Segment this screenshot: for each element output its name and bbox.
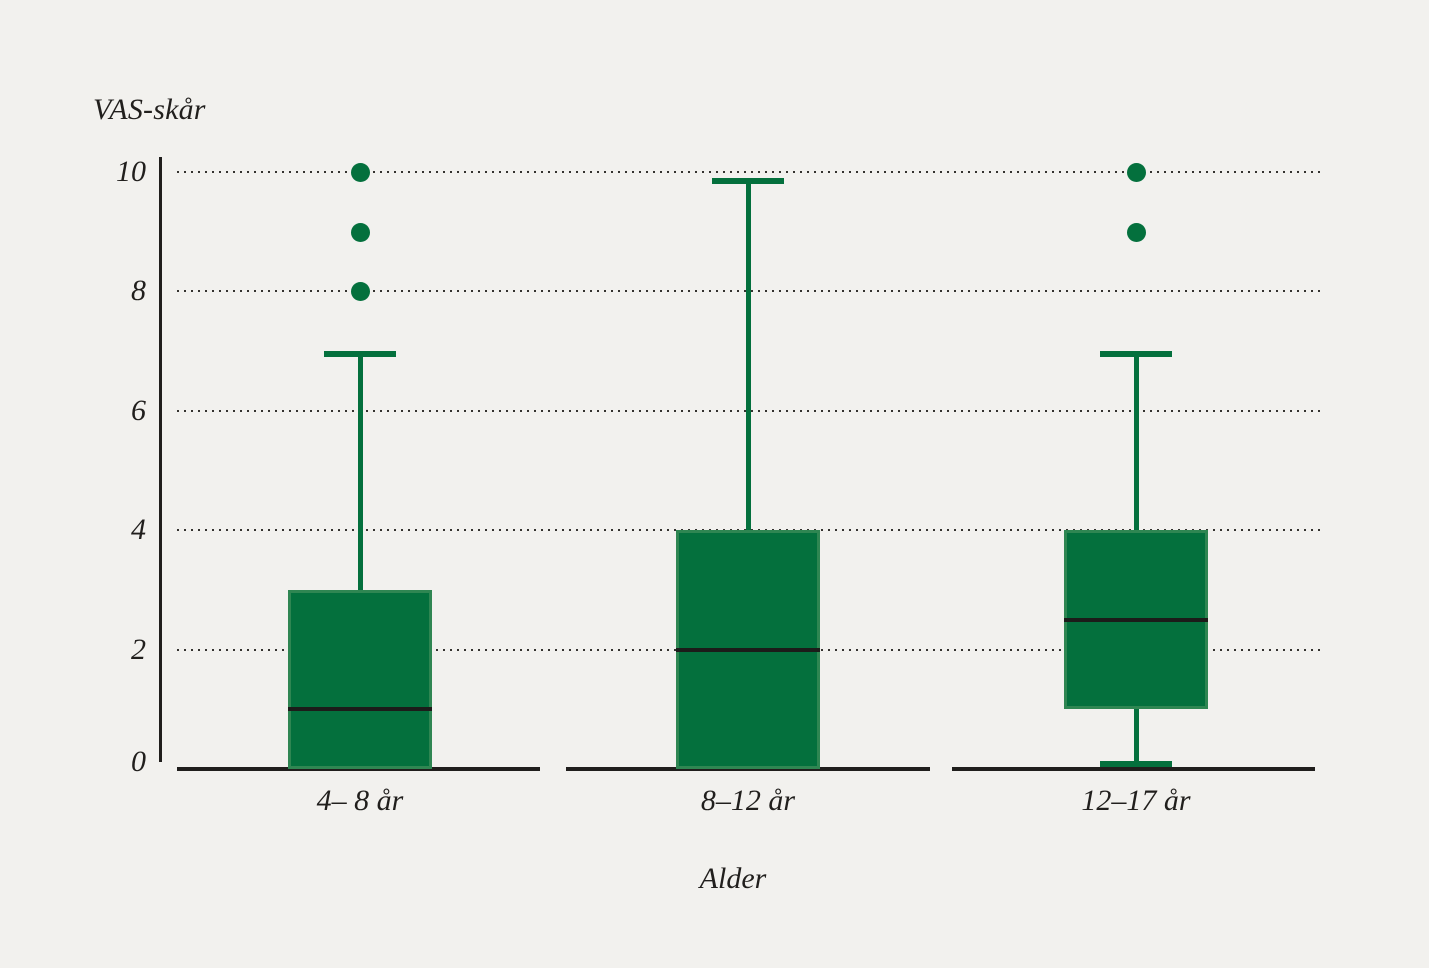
median-line bbox=[676, 648, 820, 652]
outlier-dot bbox=[1126, 162, 1146, 182]
median-line bbox=[1064, 618, 1208, 622]
outlier-dot bbox=[1126, 222, 1146, 242]
x-baseline bbox=[566, 767, 930, 771]
y-tick-label: 4 bbox=[131, 513, 146, 546]
outlier-dot bbox=[350, 281, 370, 301]
y-tick-label: 2 bbox=[131, 633, 146, 666]
outlier-dot bbox=[350, 162, 370, 182]
upper-whisker-line bbox=[1134, 353, 1139, 530]
lower-whisker-line bbox=[1134, 709, 1139, 766]
y-tick-label: 10 bbox=[116, 155, 146, 188]
x-baseline bbox=[177, 767, 540, 771]
upper-whisker-cap bbox=[712, 178, 784, 184]
gridline-10 bbox=[177, 171, 1320, 173]
x-category-label: 4– 8 år bbox=[316, 784, 404, 817]
upper-whisker-line bbox=[358, 353, 363, 590]
y-tick-label: 6 bbox=[131, 394, 146, 427]
lower-whisker-cap bbox=[1100, 761, 1172, 767]
upper-whisker-cap bbox=[324, 351, 396, 357]
x-category-label: 8–12 år bbox=[700, 784, 796, 817]
outlier-dot bbox=[350, 222, 370, 242]
upper-whisker-line bbox=[746, 180, 751, 530]
y-axis-title: VAS-skår bbox=[93, 93, 206, 126]
y-axis-line bbox=[159, 157, 162, 762]
median-line bbox=[288, 707, 432, 711]
x-category-label: 12–17 år bbox=[1081, 784, 1191, 817]
x-baseline bbox=[952, 767, 1315, 771]
upper-whisker-cap bbox=[1100, 351, 1172, 357]
x-axis-title: Alder bbox=[699, 862, 767, 895]
y-tick-label: 0 bbox=[131, 745, 146, 778]
y-tick-label: 8 bbox=[131, 274, 146, 307]
iqr-box bbox=[288, 590, 432, 769]
